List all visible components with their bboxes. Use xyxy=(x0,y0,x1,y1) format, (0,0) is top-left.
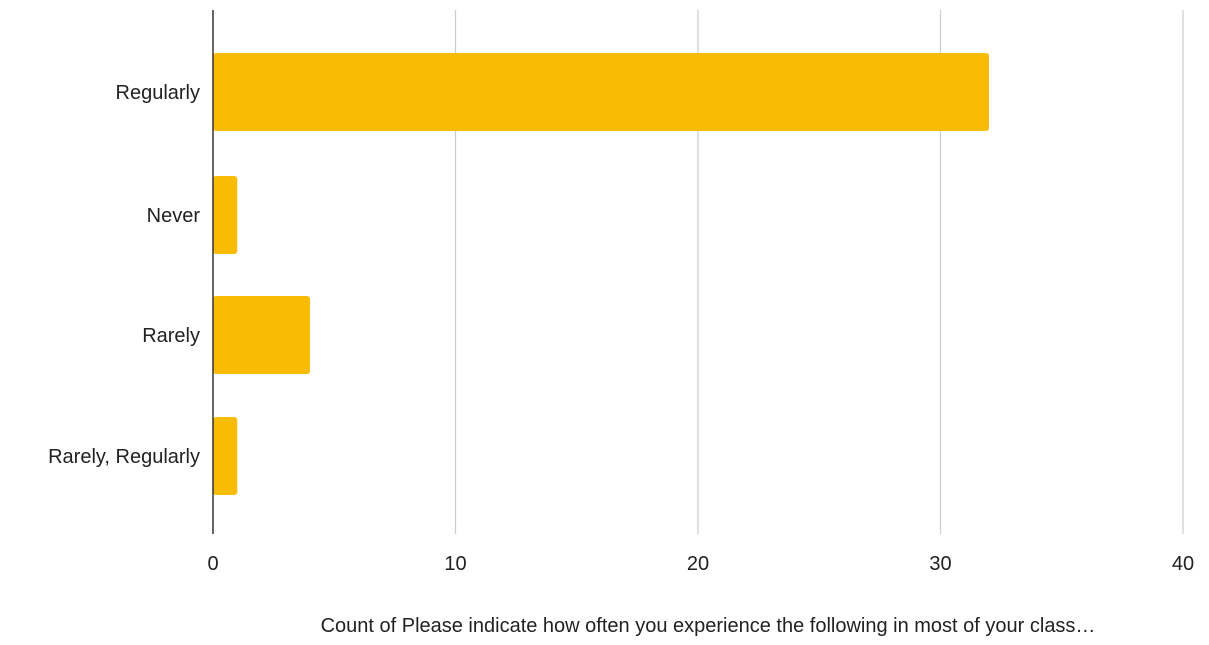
category-label: Rarely, Regularly xyxy=(48,446,200,468)
x-tick-label: 40 xyxy=(1172,553,1194,575)
category-label: Never xyxy=(147,205,201,227)
x-tick-label: 30 xyxy=(929,553,951,575)
x-tick-label: 0 xyxy=(207,553,218,575)
bar xyxy=(213,417,238,495)
x-tick-label: 20 xyxy=(687,553,709,575)
bar xyxy=(213,53,989,131)
bar xyxy=(213,176,238,254)
x-tick-label: 10 xyxy=(444,553,466,575)
x-tick-labels: 0 10 20 30 40 xyxy=(207,553,1194,575)
bars xyxy=(213,53,989,495)
category-label: Regularly xyxy=(116,82,200,104)
x-axis-title: Count of Please indicate how often you e… xyxy=(321,615,1096,637)
category-labels: Regularly Never Rarely Rarely, Regularly xyxy=(48,82,200,468)
bar xyxy=(213,296,310,374)
category-label: Rarely xyxy=(142,325,200,347)
